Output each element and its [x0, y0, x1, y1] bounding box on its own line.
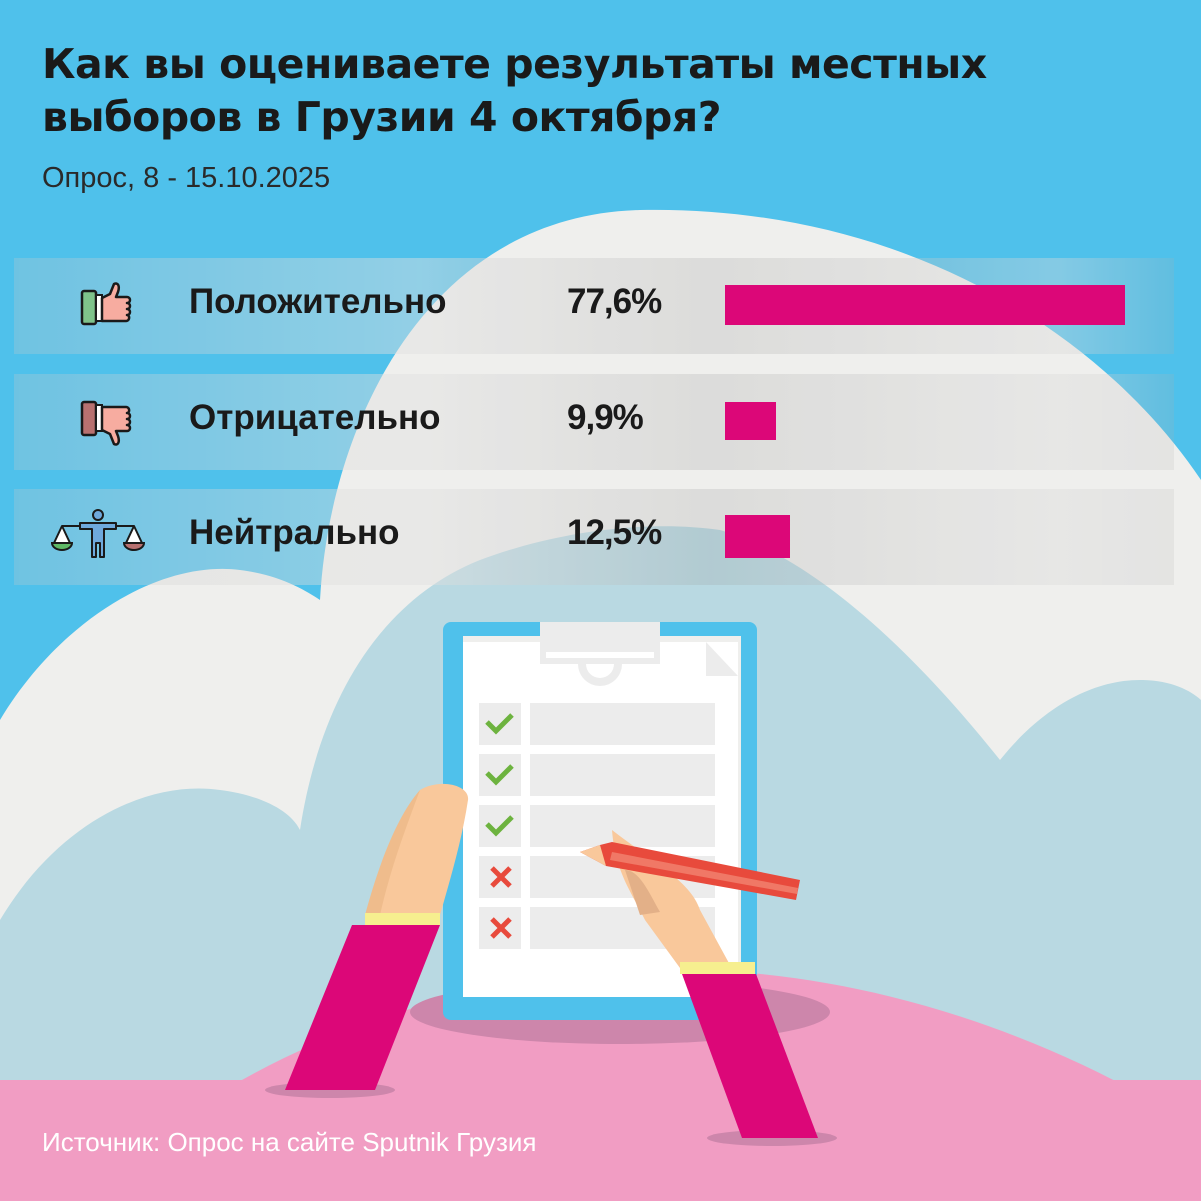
result-row-neutral: Нейтрально 12,5%	[14, 489, 1174, 585]
bar-negative	[725, 402, 776, 440]
page-title: Как вы оцениваете результаты местных выб…	[42, 40, 987, 141]
survey-date: Опрос, 8 - 15.10.2025	[42, 162, 331, 194]
bar-neutral	[725, 515, 790, 558]
thumbs-up-icon	[80, 282, 132, 326]
percentage-value: 12,5%	[567, 513, 662, 552]
category-label: Положительно	[189, 282, 447, 321]
percentage-value: 9,9%	[567, 398, 644, 437]
source-note: Источник: Опрос на сайте Sputnik Грузия	[42, 1127, 537, 1157]
bar-positive	[725, 285, 1125, 325]
row-background	[14, 489, 1174, 585]
row-background	[14, 374, 1174, 470]
percentage-value: 77,6%	[567, 282, 662, 321]
category-label: Отрицательно	[189, 398, 441, 437]
result-row-positive: Положительно 77,6%	[14, 258, 1174, 354]
scales-person-icon	[50, 509, 146, 558]
category-label: Нейтрально	[189, 513, 400, 552]
result-row-negative: Отрицательно 9,9%	[14, 374, 1174, 470]
thumbs-down-icon	[80, 400, 132, 446]
checklist	[479, 703, 715, 949]
